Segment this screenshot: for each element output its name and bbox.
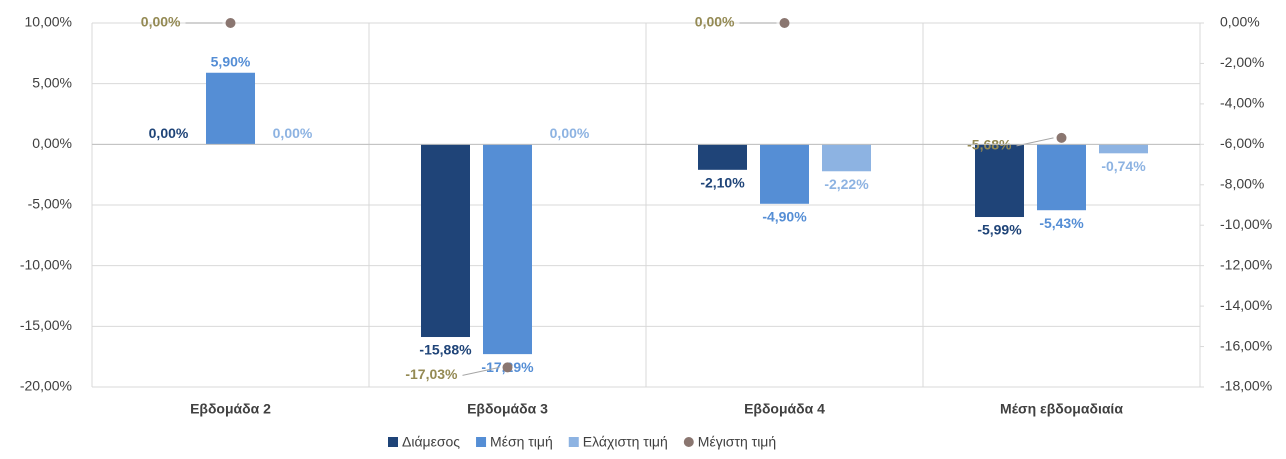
data-label: 0,00%	[550, 125, 590, 141]
bar	[421, 144, 470, 338]
bar	[698, 144, 747, 170]
y2-tick-label: -8,00%	[1220, 175, 1264, 191]
y2-tick-label: -4,00%	[1220, 95, 1264, 111]
data-label: -17,03%	[405, 366, 458, 382]
y2-tick-label: -2,00%	[1220, 54, 1264, 70]
y2-tick-label: -16,00%	[1220, 337, 1272, 353]
bar	[975, 144, 1024, 218]
legend-swatch	[388, 437, 398, 447]
x-tick-label: Μέση εβδομαδιαία	[1000, 401, 1123, 417]
data-label: 0,00%	[149, 125, 189, 141]
legend-label: Ελάχιστη τιμή	[583, 434, 668, 450]
y-tick-label: -15,00%	[20, 317, 72, 333]
data-label: 0,00%	[695, 14, 735, 30]
bar	[1099, 144, 1148, 154]
y-tick-label: -5,00%	[28, 196, 72, 212]
max-marker	[779, 18, 790, 28]
y2-tick-label: 0,00%	[1220, 14, 1260, 30]
y2-tick-label: -12,00%	[1220, 256, 1272, 272]
legend-swatch	[568, 437, 579, 447]
y-tick-label: 5,00%	[32, 74, 72, 90]
y2-tick-label: -18,00%	[1220, 378, 1272, 394]
y-tick-label: -10,00%	[20, 256, 72, 272]
data-label: 5,90%	[211, 53, 251, 69]
bar	[483, 144, 532, 355]
data-label: -4,90%	[762, 208, 807, 224]
bar	[760, 144, 809, 204]
y2-tick-label: -6,00%	[1220, 135, 1264, 151]
bar	[1037, 144, 1086, 211]
data-label: 0,00%	[273, 125, 313, 141]
max-marker	[225, 18, 236, 28]
data-label: -0,74%	[1101, 158, 1146, 174]
data-label: -5,99%	[977, 222, 1022, 238]
data-label: 0,00%	[141, 14, 181, 30]
data-label: -2,22%	[824, 176, 869, 192]
legend-label: Μέση τιμή	[490, 434, 553, 450]
data-label: -15,88%	[419, 342, 472, 358]
legend-label: Διάμεσος	[402, 434, 460, 450]
x-tick-label: Εβδομάδα 4	[744, 401, 825, 417]
max-marker	[502, 362, 513, 373]
leader-line	[462, 366, 500, 376]
x-tick-label: Εβδομάδα 2	[190, 401, 271, 417]
bar	[822, 144, 871, 172]
x-tick-label: Εβδομάδα 3	[467, 401, 548, 417]
y2-tick-label: -10,00%	[1220, 216, 1272, 232]
bar	[206, 72, 255, 145]
y-tick-label: 10,00%	[25, 14, 72, 30]
legend-label: Μέγιστη τιμή	[698, 434, 776, 450]
data-label: -5,43%	[1039, 215, 1084, 231]
legend-swatch	[683, 437, 694, 447]
y2-tick-label: -14,00%	[1220, 297, 1272, 313]
legend-swatch	[476, 437, 487, 447]
max-marker	[1056, 132, 1067, 143]
data-label: -2,10%	[700, 175, 745, 191]
y-tick-label: 0,00%	[32, 135, 72, 151]
y-tick-label: -20,00%	[20, 378, 72, 394]
